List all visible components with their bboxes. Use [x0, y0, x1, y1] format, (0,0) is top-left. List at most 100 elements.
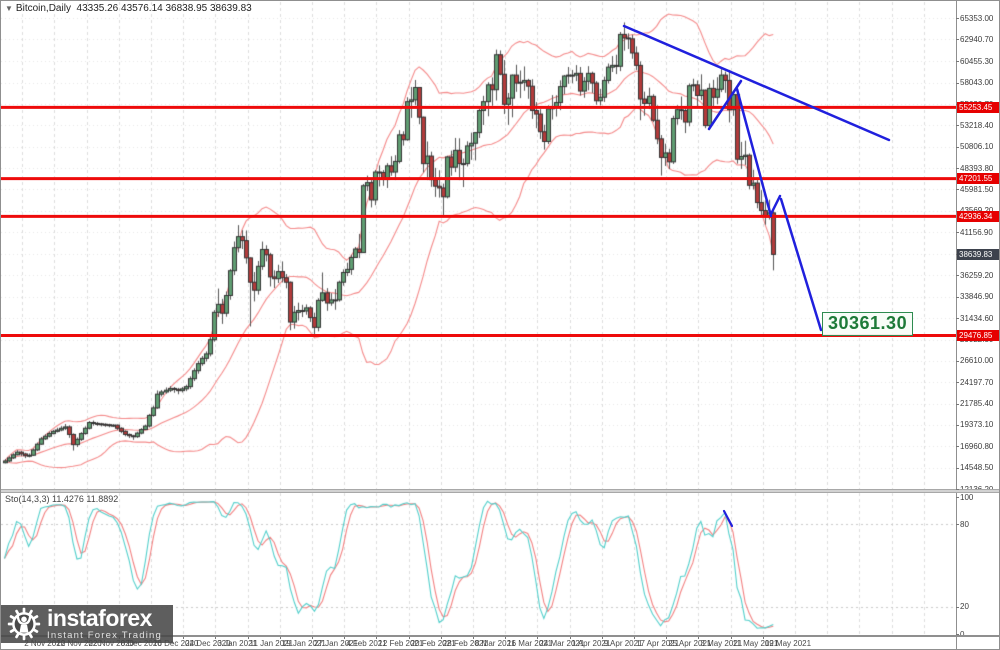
ohlc-values-label: 43335.26 43576.14 36838.95 38639.83 [76, 3, 252, 14]
current-price-tag: 38639.83 [957, 248, 999, 260]
price-tick-label: 62940.70 [960, 34, 994, 44]
date-label: 9 Apr 2021 [603, 639, 643, 648]
stoch-tick-label: 80 [960, 519, 969, 529]
price-tick-label: 65353.00 [960, 13, 994, 23]
price-tick-mark [956, 297, 959, 298]
date-label: 12 Nov 2020 [56, 639, 102, 648]
level-price-tag: 29476.85 [957, 330, 999, 342]
date-label: 4 Feb 2021 [346, 639, 387, 648]
date-label: 3 Jan 2021 [217, 639, 257, 648]
date-tick-mark [312, 636, 313, 639]
date-tick-mark [505, 636, 506, 639]
date-label: 22 Nov 2020 [88, 639, 134, 648]
price-tick-mark [956, 18, 959, 19]
price-tick-mark [956, 468, 959, 469]
date-label: 16 Mar 2021 [507, 639, 553, 648]
stoch-tick-label: 0 [960, 629, 965, 639]
price-tick-mark [956, 168, 959, 169]
date-tick-mark [537, 636, 538, 639]
instaforex-watermark: instaforex Instant Forex Trading [1, 605, 173, 643]
stoch-tick-label: 100 [960, 492, 974, 502]
target-price-label[interactable]: 30361.30 [822, 312, 914, 336]
stochastic-indicator-label: Sto(14,3,3) 11.4276 11.8892 [5, 494, 118, 504]
date-tick-mark [215, 636, 216, 639]
price-tick-mark [956, 61, 959, 62]
date-label: 8 Mar 2021 [475, 639, 516, 648]
date-label: 27 Jan 2021 [314, 639, 359, 648]
date-label: 2 Nov 2020 [24, 639, 66, 648]
price-tick-label: 19373.10 [960, 420, 994, 430]
stoch-tick-mark [956, 607, 959, 608]
symbol-timeframe-label: Bitcoin,Daily [15, 3, 71, 14]
date-tick-mark [376, 636, 377, 639]
date-tick-mark [666, 636, 667, 639]
panel-separator[interactable] [1, 489, 999, 493]
price-chart-canvas[interactable] [1, 1, 956, 489]
price-tick-label: 41156.90 [960, 227, 993, 237]
chevron-down-icon[interactable]: ▼ [5, 4, 13, 13]
stoch-tick-mark [956, 524, 959, 525]
instaforex-brand-text: instaforex [47, 605, 152, 632]
price-tick-label: 24197.70 [960, 377, 994, 387]
date-label: 19 May 2021 [764, 639, 812, 648]
date-tick-mark [441, 636, 442, 639]
price-tick-mark [956, 318, 959, 319]
date-label: 19 Jan 2021 [281, 639, 326, 648]
instaforex-gear-icon [7, 607, 41, 641]
price-tick-mark [956, 382, 959, 383]
price-tick-mark [956, 446, 959, 447]
price-tick-label: 48393.80 [960, 163, 994, 173]
date-tick-mark [280, 636, 281, 639]
date-label: 24 Mar 2021 [539, 639, 585, 648]
stoch-tick-mark [956, 634, 959, 635]
instaforex-tagline: Instant Forex Trading [47, 630, 162, 642]
price-tick-mark [956, 404, 959, 405]
stochastic-values: 11.4276 11.8892 [52, 494, 119, 504]
price-tick-label: 58043.00 [960, 78, 994, 88]
price-tick-mark [956, 83, 959, 84]
price-tick-mark [956, 125, 959, 126]
price-tick-label: 43569.20 [960, 206, 993, 215]
date-label: 20 Feb 2021 [410, 639, 456, 648]
date-label: 24 Dec 2020 [185, 639, 231, 648]
price-tick-label: 45981.50 [960, 184, 994, 194]
price-tick-mark [956, 232, 959, 233]
date-tick-mark [731, 636, 732, 639]
date-tick-mark [634, 636, 635, 639]
date-tick-mark [570, 636, 571, 639]
stochastic-name: Sto(14,3,3) [5, 494, 50, 504]
date-label: 12 Feb 2021 [378, 639, 424, 648]
date-label: 16 Dec 2020 [153, 639, 199, 648]
level-price-tag: 47201.55 [957, 173, 999, 185]
price-tick-label: 60455.30 [960, 56, 994, 66]
date-tick-mark [248, 636, 249, 639]
date-label: 11 Jan 2021 [249, 639, 294, 648]
date-tick-mark [763, 636, 764, 639]
price-tick-label: 50806.10 [960, 142, 994, 152]
chart-title: ▼ Bitcoin,Daily 43335.26 43576.14 36838.9… [5, 3, 252, 14]
date-label: 11 May 2021 [732, 639, 779, 648]
price-tick-label: 53218.40 [960, 120, 994, 130]
price-tick-label: 14548.50 [960, 463, 994, 473]
date-tick-mark [409, 636, 410, 639]
price-tick-mark [956, 147, 959, 148]
price-tick-mark [956, 275, 959, 276]
level-price-tag: 55253.45 [957, 101, 999, 113]
stoch-tick-label: 20 [960, 602, 969, 612]
price-tick-label: 33846.90 [960, 292, 994, 302]
price-tick-mark [956, 189, 959, 190]
level-price-tag: 42936.34 [957, 210, 999, 222]
price-tick-label: 21785.40 [960, 399, 994, 409]
price-tick-mark [956, 39, 959, 40]
price-tick-mark [956, 425, 959, 426]
price-axis [956, 1, 999, 649]
date-label: 28 Feb 2021 [442, 639, 488, 648]
price-tick-label: 36259.20 [960, 270, 994, 280]
price-tick-label: 16960.80 [960, 441, 994, 451]
price-tick-label: 26610.00 [960, 356, 994, 366]
date-label: 25 Apr 2021 [668, 639, 712, 648]
date-tick-mark [698, 636, 699, 639]
date-tick-mark [344, 636, 345, 639]
price-tick-mark [956, 361, 959, 362]
